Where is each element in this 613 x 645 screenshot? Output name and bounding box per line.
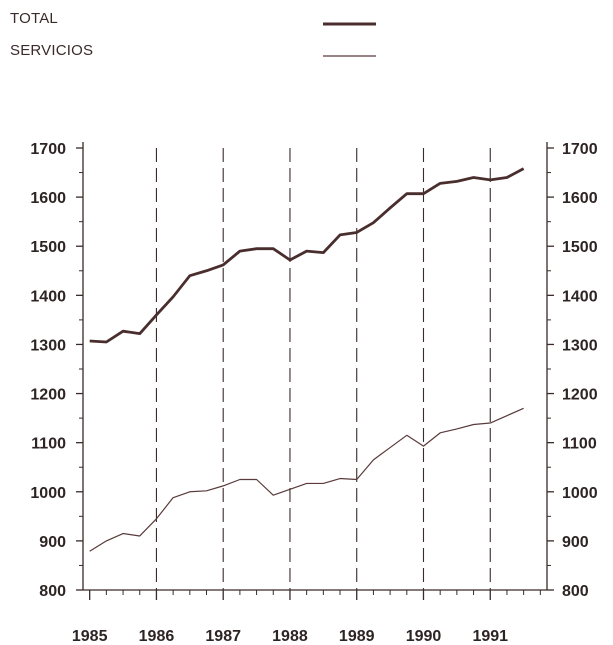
- right-y-tick-label-1400: 1400: [562, 288, 598, 305]
- x-tick-label-1991: 1991: [472, 628, 508, 645]
- left-y-tick-label-1600: 1600: [30, 190, 66, 207]
- left-y-tick-label-1100: 1100: [31, 436, 66, 453]
- right-y-tick-label-1200: 1200: [562, 387, 598, 404]
- x-tick-label-1986: 1986: [139, 628, 175, 645]
- series-line-servicios: [89, 407, 524, 552]
- right-y-tick-label-1600: 1600: [562, 190, 598, 207]
- x-tick-label-1989: 1989: [339, 628, 375, 645]
- x-tick-label-1988: 1988: [272, 628, 308, 645]
- x-tick-label-1987: 1987: [205, 628, 241, 645]
- right-y-tick-label-1100: 1100: [562, 436, 597, 453]
- x-tick-label-1990: 1990: [406, 628, 442, 645]
- left-y-tick-label-1200: 1200: [30, 387, 66, 404]
- right-y-tick-label-1000: 1000: [562, 485, 598, 502]
- right-y-tick-label-800: 800: [562, 583, 589, 600]
- right-y-tick-label-1700: 1700: [562, 141, 598, 158]
- legend-total-label: TOTAL: [10, 10, 58, 27]
- left-y-tick-label-1700: 1700: [30, 141, 66, 158]
- legend-servicios-label: SERVICIOS: [10, 42, 94, 59]
- x-tick-label-1985: 1985: [72, 628, 108, 645]
- left-y-tick-label-1000: 1000: [30, 485, 66, 502]
- left-y-tick-label-800: 800: [39, 583, 66, 600]
- left-y-tick-label-900: 900: [39, 534, 66, 551]
- series-line-total: [89, 167, 525, 344]
- right-y-tick-label-900: 900: [562, 534, 589, 551]
- right-y-tick-label-1500: 1500: [562, 239, 598, 256]
- right-y-tick-label-1300: 1300: [562, 337, 598, 354]
- left-y-tick-label-1300: 1300: [30, 337, 66, 354]
- left-y-tick-label-1500: 1500: [30, 239, 66, 256]
- left-y-tick-label-1400: 1400: [30, 288, 66, 305]
